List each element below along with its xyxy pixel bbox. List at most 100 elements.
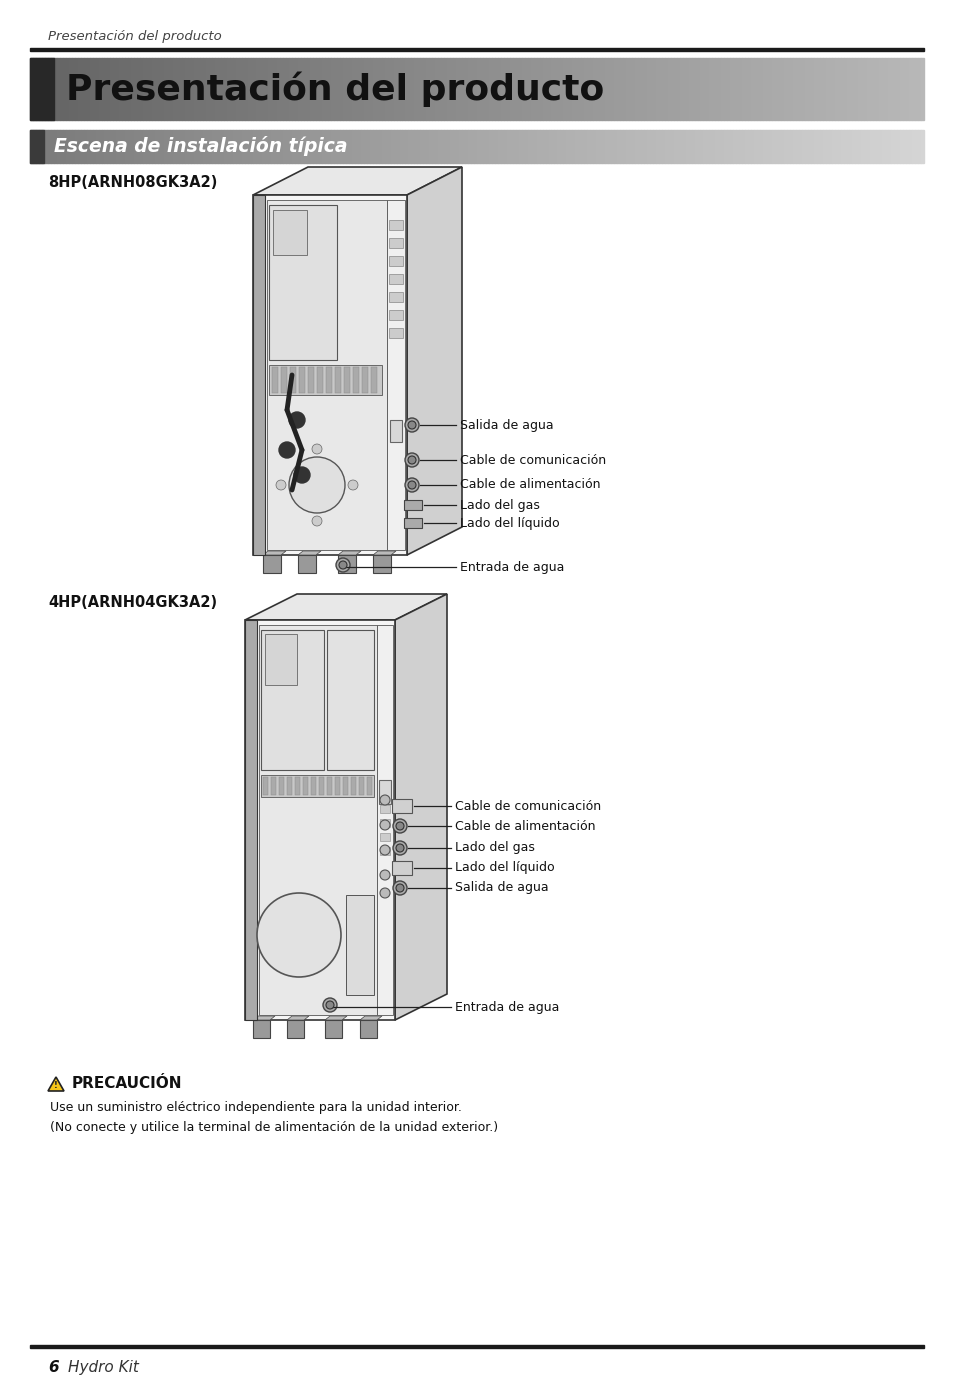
Bar bbox=[855, 130, 858, 162]
Bar bbox=[298, 130, 301, 162]
Bar bbox=[235, 57, 238, 120]
Bar bbox=[492, 130, 495, 162]
Bar bbox=[328, 130, 331, 162]
Bar bbox=[492, 57, 495, 120]
Bar bbox=[122, 57, 125, 120]
Bar bbox=[495, 130, 497, 162]
Circle shape bbox=[379, 795, 390, 805]
Polygon shape bbox=[346, 895, 374, 995]
Bar bbox=[381, 130, 384, 162]
Bar bbox=[563, 130, 566, 162]
Bar bbox=[762, 130, 765, 162]
Polygon shape bbox=[371, 367, 376, 393]
Bar bbox=[223, 57, 227, 120]
Bar bbox=[500, 57, 503, 120]
Circle shape bbox=[294, 468, 310, 483]
Polygon shape bbox=[395, 594, 447, 1021]
Bar bbox=[720, 130, 723, 162]
Bar bbox=[349, 57, 352, 120]
Bar bbox=[233, 130, 235, 162]
Bar bbox=[132, 57, 134, 120]
Bar bbox=[518, 57, 521, 120]
Bar bbox=[60, 130, 63, 162]
Bar bbox=[378, 57, 381, 120]
Polygon shape bbox=[389, 256, 402, 266]
Bar bbox=[146, 57, 149, 120]
Polygon shape bbox=[318, 777, 324, 795]
Bar bbox=[74, 57, 77, 120]
Bar bbox=[694, 130, 697, 162]
Bar bbox=[220, 57, 223, 120]
Circle shape bbox=[323, 998, 336, 1012]
Text: Presentación del producto: Presentación del producto bbox=[66, 71, 603, 106]
Bar bbox=[450, 57, 453, 120]
Bar bbox=[111, 57, 113, 120]
Bar bbox=[48, 57, 51, 120]
Bar bbox=[905, 57, 908, 120]
Bar bbox=[244, 130, 247, 162]
Bar bbox=[917, 130, 920, 162]
Bar bbox=[339, 130, 342, 162]
Bar bbox=[277, 57, 280, 120]
Bar bbox=[516, 130, 518, 162]
Bar bbox=[90, 57, 92, 120]
Bar bbox=[81, 130, 84, 162]
Bar bbox=[313, 57, 315, 120]
Bar bbox=[36, 130, 39, 162]
Bar bbox=[458, 57, 461, 120]
Polygon shape bbox=[245, 620, 395, 1021]
Text: Lado del gas: Lado del gas bbox=[459, 498, 539, 511]
Bar bbox=[292, 130, 294, 162]
Bar bbox=[164, 130, 167, 162]
Bar bbox=[57, 57, 60, 120]
Bar bbox=[196, 57, 199, 120]
Bar bbox=[265, 130, 268, 162]
Bar bbox=[777, 130, 781, 162]
Polygon shape bbox=[271, 777, 275, 795]
Bar bbox=[92, 130, 95, 162]
Bar bbox=[858, 130, 861, 162]
Bar bbox=[580, 130, 583, 162]
Polygon shape bbox=[326, 367, 332, 393]
Bar bbox=[479, 130, 482, 162]
Bar bbox=[336, 130, 339, 162]
Bar bbox=[572, 130, 575, 162]
Bar bbox=[765, 57, 768, 120]
Bar bbox=[176, 57, 179, 120]
Bar bbox=[461, 130, 465, 162]
Bar bbox=[247, 57, 251, 120]
Bar bbox=[816, 130, 819, 162]
Bar bbox=[253, 57, 256, 120]
Bar bbox=[852, 57, 855, 120]
Polygon shape bbox=[351, 777, 355, 795]
Bar bbox=[548, 130, 551, 162]
Bar bbox=[869, 130, 872, 162]
Bar bbox=[744, 57, 747, 120]
Bar bbox=[617, 130, 619, 162]
Bar bbox=[101, 57, 105, 120]
Bar bbox=[911, 57, 914, 120]
Bar bbox=[824, 130, 828, 162]
Bar bbox=[554, 57, 557, 120]
Bar bbox=[902, 57, 905, 120]
Bar bbox=[506, 57, 509, 120]
Bar bbox=[227, 130, 230, 162]
Bar bbox=[87, 57, 90, 120]
Bar bbox=[307, 57, 310, 120]
Bar bbox=[468, 57, 471, 120]
Bar bbox=[837, 130, 840, 162]
Bar bbox=[682, 57, 685, 120]
Text: Cable de comunicación: Cable de comunicación bbox=[455, 799, 600, 812]
Bar bbox=[601, 57, 604, 120]
Bar bbox=[408, 57, 411, 120]
Bar bbox=[262, 130, 265, 162]
Bar bbox=[465, 130, 468, 162]
Bar bbox=[643, 57, 646, 120]
Bar bbox=[366, 130, 370, 162]
Bar bbox=[474, 57, 476, 120]
Bar bbox=[777, 57, 781, 120]
Bar bbox=[545, 130, 548, 162]
Bar bbox=[182, 57, 185, 120]
Bar bbox=[730, 57, 733, 120]
Bar bbox=[437, 57, 441, 120]
